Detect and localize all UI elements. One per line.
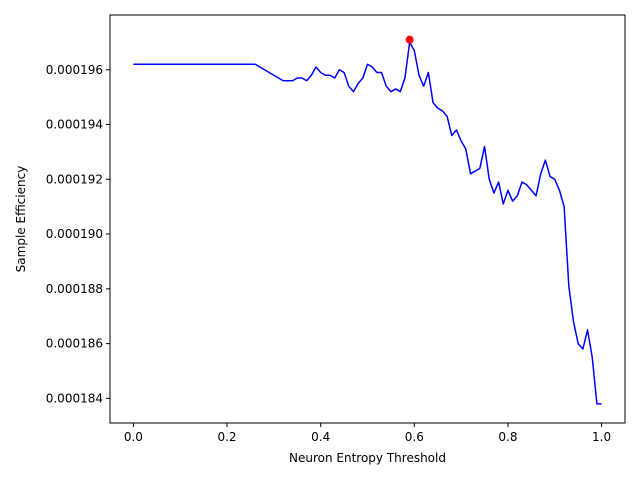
y-tick-label: 0.000194 — [46, 118, 103, 132]
series-line-0 — [133, 41, 602, 405]
x-axis-ticks: 0.0 0.2 0.4 0.6 0.8 1.0 — [124, 423, 611, 444]
y-tick-label: 0.000184 — [46, 391, 103, 405]
x-tick-label: 1.0 — [592, 430, 611, 444]
y-tick-label: 0.000196 — [46, 63, 103, 77]
plot-frame — [109, 14, 626, 424]
max-point-marker — [405, 35, 414, 44]
y-axis-label: Sample Efficiency — [14, 166, 28, 273]
x-tick-label: 0.2 — [217, 430, 236, 444]
x-tick-label: 0.8 — [498, 430, 517, 444]
x-tick-label: 0.6 — [405, 430, 424, 444]
y-tick-label: 0.000188 — [46, 282, 103, 296]
y-axis-ticks: 0.000184 0.000186 0.000188 0.000190 0.000192… — [46, 63, 110, 405]
y-tick-label: 0.000192 — [46, 172, 103, 186]
y-tick-label: 0.000186 — [46, 337, 103, 351]
x-tick-label: 0.0 — [124, 430, 143, 444]
x-tick-label: 0.4 — [311, 430, 330, 444]
series-layer — [133, 41, 602, 405]
marker-layer — [405, 35, 414, 44]
x-axis-label: Neuron Entropy Threshold — [289, 451, 446, 465]
y-tick-label: 0.000190 — [46, 227, 103, 241]
plot-background — [110, 15, 625, 423]
